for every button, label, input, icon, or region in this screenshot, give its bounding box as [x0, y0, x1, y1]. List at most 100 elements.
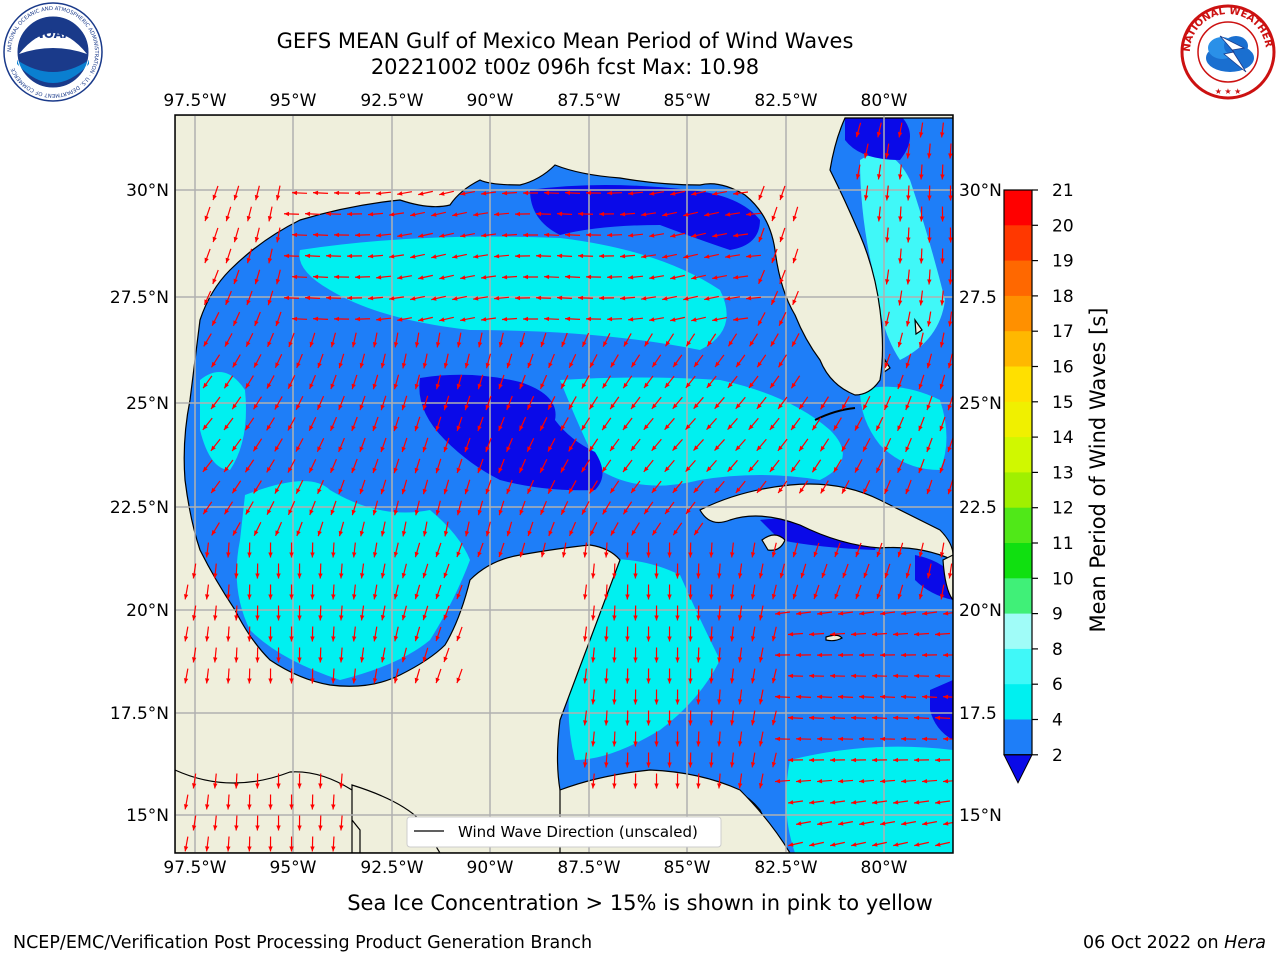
wave-arrow: [709, 584, 714, 600]
wave-arrow: [452, 211, 467, 217]
wave-arrow: [588, 438, 599, 452]
wave-arrow: [289, 836, 294, 852]
wave-arrow: [205, 836, 210, 852]
wave-arrow: [880, 652, 896, 658]
wave-arrow: [775, 694, 791, 700]
wave-arrow: [331, 668, 336, 684]
wave-arrow: [274, 438, 283, 452]
wave-arrow: [770, 333, 779, 347]
wave-arrow: [526, 437, 535, 453]
wave-arrow: [253, 522, 262, 536]
wave-arrow: [295, 396, 304, 410]
wave-arrow: [565, 316, 581, 322]
wave-arrow: [435, 458, 442, 474]
wave-arrow: [771, 668, 777, 684]
wave-arrow: [796, 652, 812, 658]
wave-arrow: [901, 736, 917, 742]
wave-arrow: [431, 211, 446, 217]
lon-label-bottom: 80°W: [861, 858, 908, 878]
wave-arrow: [935, 715, 951, 721]
wave-arrow: [685, 417, 696, 431]
wave-arrow: [360, 647, 365, 663]
wave-arrow: [401, 395, 408, 411]
colorbar-tick-label: 16: [1052, 358, 1074, 378]
wave-arrow: [851, 673, 867, 679]
wave-arrow: [927, 185, 932, 201]
wave-arrow: [477, 416, 484, 432]
wave-arrow: [619, 296, 636, 301]
wave-arrow: [670, 232, 685, 238]
wave-arrow: [693, 522, 704, 536]
wave-arrow: [816, 778, 833, 784]
wave-arrow: [308, 416, 317, 432]
wave-arrow: [601, 459, 612, 473]
lon-label-top: 85°W: [664, 91, 711, 111]
wave-arrow: [355, 232, 371, 238]
wave-arrow: [750, 710, 756, 726]
wave-arrow: [267, 290, 274, 306]
wave-arrow: [226, 836, 231, 852]
wave-arrow: [604, 710, 609, 726]
wave-arrow: [498, 374, 505, 390]
wave-arrow: [918, 122, 924, 138]
wave-arrow: [725, 212, 741, 217]
wave-arrow: [481, 275, 497, 280]
lat-label-left: 22.5°N: [110, 498, 169, 518]
wave-arrow: [456, 416, 463, 432]
wave-arrow: [202, 417, 213, 431]
lon-labels-top: 97.5°W 95°W 92.5°W 90°W 87.5°W 85°W 82.5°W 80°W: [163, 91, 907, 111]
wave-arrow: [213, 647, 218, 663]
wave-arrow: [309, 500, 316, 516]
lon-label-top: 82.5°W: [754, 91, 817, 111]
cyan-region-bahamas: [860, 386, 947, 470]
wave-arrow: [670, 316, 685, 322]
wave-arrow: [253, 396, 263, 410]
wave-arrow: [232, 522, 241, 536]
wave-arrow: [921, 778, 938, 784]
wave-arrow: [560, 459, 569, 473]
wave-arrow: [393, 626, 399, 642]
wave-arrow: [717, 605, 722, 621]
wave-arrow: [748, 375, 759, 389]
wave-arrow: [401, 353, 407, 369]
wave-arrow: [183, 836, 189, 852]
wave-arrow: [651, 480, 662, 494]
wave-arrow: [276, 563, 281, 579]
wave-arrow: [393, 458, 400, 474]
wave-arrow: [712, 274, 727, 280]
wave-arrow: [266, 375, 275, 389]
wave-arrow: [905, 479, 912, 495]
wave-arrow: [418, 232, 433, 238]
wave-arrow: [619, 212, 636, 217]
wave-arrow: [481, 317, 497, 322]
wave-arrow: [914, 757, 930, 763]
wave-arrow: [191, 563, 197, 579]
wave-arrow: [202, 375, 213, 389]
wave-arrow: [880, 611, 896, 616]
wave-arrow: [717, 563, 722, 579]
wave-arrow: [255, 605, 260, 621]
lat-label-right: 20°N: [959, 601, 1002, 621]
wave-arrow: [418, 274, 433, 280]
wave-arrow: [246, 248, 253, 264]
wave-arrow: [276, 647, 281, 663]
colorbar-tick-label: 19: [1052, 252, 1074, 272]
wave-arrow: [855, 122, 862, 138]
wave-arrow: [633, 647, 638, 663]
wave-arrow: [247, 794, 252, 810]
wave-arrow: [730, 668, 735, 684]
wave-arrow: [798, 396, 809, 410]
wave-arrow: [226, 668, 231, 684]
wave-arrow: [380, 353, 386, 369]
wave-arrow: [439, 316, 454, 322]
wave-arrow: [367, 296, 384, 301]
wave-arrow: [183, 626, 189, 642]
wave-arrow: [443, 395, 450, 411]
wave-arrow: [654, 731, 659, 747]
wave-arrow: [435, 542, 442, 558]
cyan-region-atlantic: [860, 153, 945, 360]
lat-label-left: 20°N: [126, 601, 169, 621]
wave-arrow: [735, 438, 746, 452]
wave-arrow: [733, 317, 749, 322]
wave-arrow: [880, 736, 896, 742]
